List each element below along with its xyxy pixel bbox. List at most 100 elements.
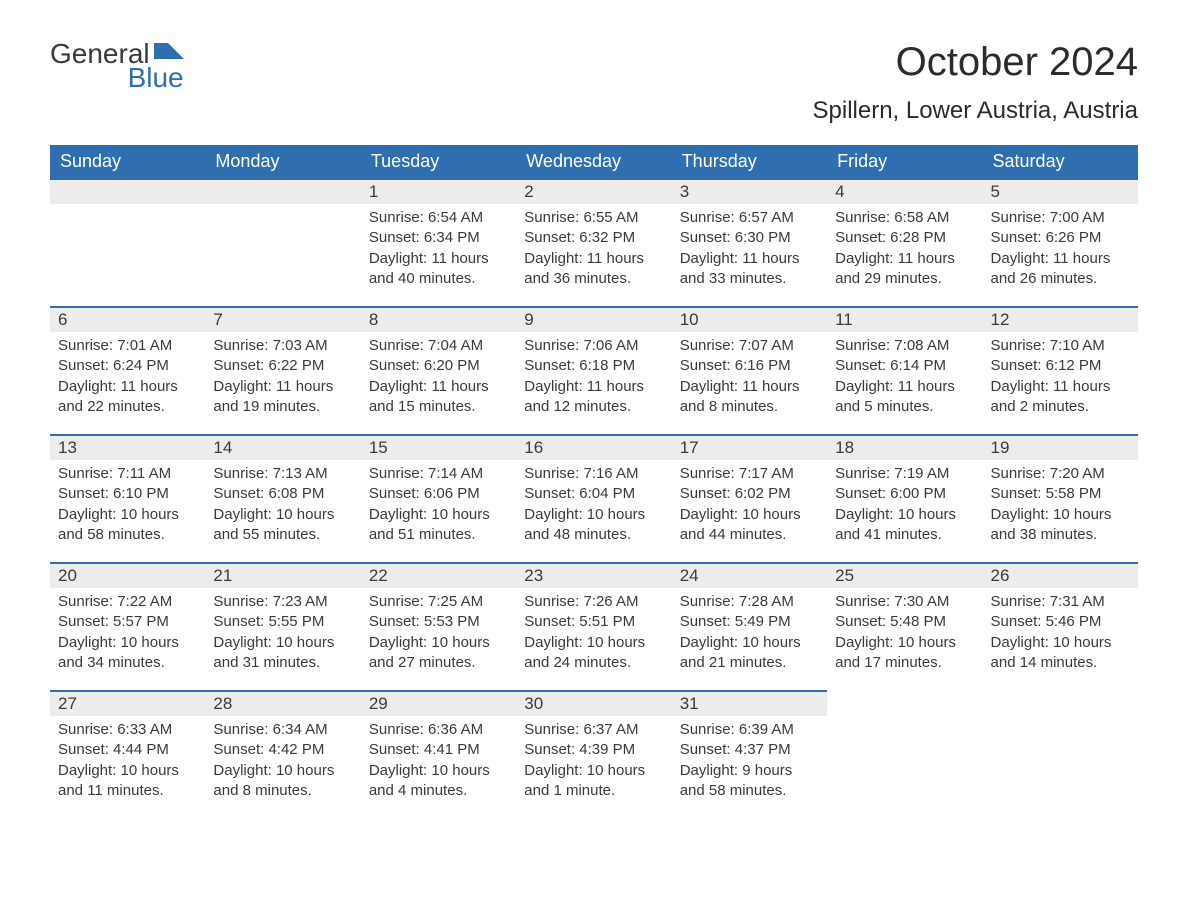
day-number: 26 [983, 562, 1138, 588]
day-body: Sunrise: 6:37 AMSunset: 4:39 PMDaylight:… [516, 716, 671, 809]
day-number: 11 [827, 306, 982, 332]
day-cell: 4Sunrise: 6:58 AMSunset: 6:28 PMDaylight… [827, 178, 982, 306]
sunrise-line: Sunrise: 7:23 AM [213, 592, 352, 612]
week-row: 1Sunrise: 6:54 AMSunset: 6:34 PMDaylight… [50, 178, 1138, 306]
daylight-line: Daylight: 10 hours and 55 minutes. [213, 505, 352, 546]
day-number: 30 [516, 690, 671, 716]
sunrise-line: Sunrise: 7:25 AM [369, 592, 508, 612]
day-number: 27 [50, 690, 205, 716]
daylight-line: Daylight: 10 hours and 38 minutes. [991, 505, 1130, 546]
sunrise-line: Sunrise: 7:04 AM [369, 336, 508, 356]
day-number: 19 [983, 434, 1138, 460]
daylight-line: Daylight: 10 hours and 8 minutes. [213, 761, 352, 802]
day-number: 15 [361, 434, 516, 460]
day-number: 5 [983, 178, 1138, 204]
day-body: Sunrise: 7:26 AMSunset: 5:51 PMDaylight:… [516, 588, 671, 681]
daylight-line: Daylight: 9 hours and 58 minutes. [680, 761, 819, 802]
day-cell: 15Sunrise: 7:14 AMSunset: 6:06 PMDayligh… [361, 434, 516, 562]
location-subtitle: Spillern, Lower Austria, Austria [813, 97, 1139, 125]
day-number: 29 [361, 690, 516, 716]
day-number: 8 [361, 306, 516, 332]
day-body: Sunrise: 7:25 AMSunset: 5:53 PMDaylight:… [361, 588, 516, 681]
sunrise-line: Sunrise: 6:39 AM [680, 720, 819, 740]
day-number: 18 [827, 434, 982, 460]
sunset-line: Sunset: 6:14 PM [835, 356, 974, 376]
sunset-line: Sunset: 4:39 PM [524, 740, 663, 760]
sunrise-line: Sunrise: 7:11 AM [58, 464, 197, 484]
day-body: Sunrise: 7:01 AMSunset: 6:24 PMDaylight:… [50, 332, 205, 425]
day-cell [205, 178, 360, 306]
sunset-line: Sunset: 6:30 PM [680, 228, 819, 248]
day-body: Sunrise: 7:10 AMSunset: 6:12 PMDaylight:… [983, 332, 1138, 425]
day-cell [983, 690, 1138, 818]
day-number: 1 [361, 178, 516, 204]
sunrise-line: Sunrise: 7:28 AM [680, 592, 819, 612]
sunset-line: Sunset: 5:58 PM [991, 484, 1130, 504]
sunrise-line: Sunrise: 7:17 AM [680, 464, 819, 484]
sunrise-line: Sunrise: 7:03 AM [213, 336, 352, 356]
day-header-row: Sunday Monday Tuesday Wednesday Thursday… [50, 145, 1138, 178]
day-cell: 21Sunrise: 7:23 AMSunset: 5:55 PMDayligh… [205, 562, 360, 690]
daylight-line: Daylight: 10 hours and 4 minutes. [369, 761, 508, 802]
sunrise-line: Sunrise: 7:20 AM [991, 464, 1130, 484]
daylight-line: Daylight: 11 hours and 5 minutes. [835, 377, 974, 418]
sunrise-line: Sunrise: 7:30 AM [835, 592, 974, 612]
day-cell: 18Sunrise: 7:19 AMSunset: 6:00 PMDayligh… [827, 434, 982, 562]
sunrise-line: Sunrise: 7:19 AM [835, 464, 974, 484]
daylight-line: Daylight: 10 hours and 21 minutes. [680, 633, 819, 674]
day-number: 2 [516, 178, 671, 204]
day-cell [50, 178, 205, 306]
daylight-line: Daylight: 10 hours and 51 minutes. [369, 505, 508, 546]
sunrise-line: Sunrise: 6:54 AM [369, 208, 508, 228]
col-sunday: Sunday [50, 145, 205, 178]
daylight-line: Daylight: 11 hours and 26 minutes. [991, 249, 1130, 290]
day-cell: 26Sunrise: 7:31 AMSunset: 5:46 PMDayligh… [983, 562, 1138, 690]
day-body: Sunrise: 6:57 AMSunset: 6:30 PMDaylight:… [672, 204, 827, 297]
sunset-line: Sunset: 6:34 PM [369, 228, 508, 248]
daylight-line: Daylight: 11 hours and 15 minutes. [369, 377, 508, 418]
sunset-line: Sunset: 6:20 PM [369, 356, 508, 376]
day-number: 22 [361, 562, 516, 588]
day-cell: 31Sunrise: 6:39 AMSunset: 4:37 PMDayligh… [672, 690, 827, 818]
daylight-line: Daylight: 10 hours and 1 minute. [524, 761, 663, 802]
sunset-line: Sunset: 6:12 PM [991, 356, 1130, 376]
sunrise-line: Sunrise: 7:16 AM [524, 464, 663, 484]
sunset-line: Sunset: 4:44 PM [58, 740, 197, 760]
day-number: 17 [672, 434, 827, 460]
daylight-line: Daylight: 11 hours and 19 minutes. [213, 377, 352, 418]
sunrise-line: Sunrise: 7:22 AM [58, 592, 197, 612]
sunrise-line: Sunrise: 6:55 AM [524, 208, 663, 228]
title-block: October 2024 Spillern, Lower Austria, Au… [813, 40, 1139, 125]
sunrise-line: Sunrise: 7:26 AM [524, 592, 663, 612]
day-cell: 12Sunrise: 7:10 AMSunset: 6:12 PMDayligh… [983, 306, 1138, 434]
day-cell: 14Sunrise: 7:13 AMSunset: 6:08 PMDayligh… [205, 434, 360, 562]
day-cell: 30Sunrise: 6:37 AMSunset: 4:39 PMDayligh… [516, 690, 671, 818]
day-cell: 9Sunrise: 7:06 AMSunset: 6:18 PMDaylight… [516, 306, 671, 434]
day-body: Sunrise: 7:06 AMSunset: 6:18 PMDaylight:… [516, 332, 671, 425]
day-number: 9 [516, 306, 671, 332]
day-body: Sunrise: 6:33 AMSunset: 4:44 PMDaylight:… [50, 716, 205, 809]
daylight-line: Daylight: 11 hours and 40 minutes. [369, 249, 508, 290]
day-cell: 3Sunrise: 6:57 AMSunset: 6:30 PMDaylight… [672, 178, 827, 306]
sunrise-line: Sunrise: 6:37 AM [524, 720, 663, 740]
day-cell: 17Sunrise: 7:17 AMSunset: 6:02 PMDayligh… [672, 434, 827, 562]
day-cell: 29Sunrise: 6:36 AMSunset: 4:41 PMDayligh… [361, 690, 516, 818]
sunset-line: Sunset: 5:46 PM [991, 612, 1130, 632]
day-cell: 23Sunrise: 7:26 AMSunset: 5:51 PMDayligh… [516, 562, 671, 690]
day-number: 13 [50, 434, 205, 460]
daylight-line: Daylight: 11 hours and 29 minutes. [835, 249, 974, 290]
daylight-line: Daylight: 11 hours and 33 minutes. [680, 249, 819, 290]
sunset-line: Sunset: 6:18 PM [524, 356, 663, 376]
day-cell: 20Sunrise: 7:22 AMSunset: 5:57 PMDayligh… [50, 562, 205, 690]
month-title: October 2024 [813, 40, 1139, 85]
day-number: 7 [205, 306, 360, 332]
sunrise-line: Sunrise: 6:58 AM [835, 208, 974, 228]
day-number: 28 [205, 690, 360, 716]
col-wednesday: Wednesday [516, 145, 671, 178]
day-number: 16 [516, 434, 671, 460]
day-body: Sunrise: 6:55 AMSunset: 6:32 PMDaylight:… [516, 204, 671, 297]
day-cell: 28Sunrise: 6:34 AMSunset: 4:42 PMDayligh… [205, 690, 360, 818]
daylight-line: Daylight: 10 hours and 44 minutes. [680, 505, 819, 546]
day-cell: 10Sunrise: 7:07 AMSunset: 6:16 PMDayligh… [672, 306, 827, 434]
day-body: Sunrise: 6:54 AMSunset: 6:34 PMDaylight:… [361, 204, 516, 297]
